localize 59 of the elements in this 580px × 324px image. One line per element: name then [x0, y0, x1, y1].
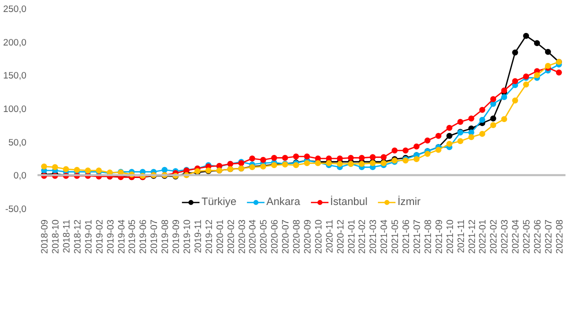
- x-tick-label: 2018-09: [40, 220, 50, 254]
- x-tick-label: 2021-11: [456, 219, 466, 254]
- x-tick-label: 2021-09: [434, 220, 444, 254]
- x-tick-label: 2020-05: [258, 220, 269, 254]
- x-tick-label: 2021-10: [444, 220, 455, 254]
- legend-label: Türkiye: [201, 196, 236, 208]
- x-tick-label: 2019-11: [192, 219, 203, 254]
- x-tick-label: 2019-12: [204, 220, 214, 254]
- legend-label: Ankara: [266, 196, 300, 208]
- x-tick-label: 2020-03: [236, 220, 247, 254]
- x-tick-label: 2021-07: [412, 220, 422, 254]
- x-tick-label: 2021-03: [368, 220, 378, 254]
- x-tick-label: 2019-05: [127, 220, 138, 254]
- y-tick-label: -50,0: [5, 204, 27, 214]
- x-tick-label: 2019-10: [182, 220, 192, 254]
- legend-label: İzmir: [397, 196, 421, 208]
- x-tick-label: 2019-03: [105, 220, 116, 254]
- x-tick-label: 2022-03: [500, 220, 510, 254]
- x-tick-label: 2019-02: [94, 220, 104, 254]
- x-tick-label: 2019-04: [116, 220, 126, 254]
- x-tick-label: 2022-04: [510, 220, 521, 254]
- x-tick-label: 2022-07: [543, 220, 554, 254]
- y-tick-label: 50,0: [8, 137, 26, 148]
- x-tick-label: 2022-02: [488, 220, 499, 254]
- x-tick-label: 2020-06: [270, 220, 280, 254]
- x-tick-label: 2018-11: [61, 219, 72, 254]
- x-tick-label: 2020-01: [214, 220, 225, 254]
- x-tick-label: 2018-12: [72, 220, 82, 254]
- legend-label: İstanbul: [330, 196, 368, 208]
- y-tick-label: 200,0: [3, 37, 26, 48]
- x-tick-label: 2019-07: [149, 220, 160, 254]
- x-tick-label: 2018-10: [50, 220, 61, 254]
- y-tick-label: 100,0: [3, 104, 26, 114]
- x-tick-label: 2021-08: [422, 220, 433, 254]
- x-tick-label: 2021-12: [466, 220, 477, 254]
- x-tick-label: 2020-08: [292, 220, 302, 254]
- x-tick-label: 2019-01: [83, 220, 94, 254]
- x-tick-label: 2021-02: [357, 220, 368, 254]
- x-tick-label: 2020-09: [302, 220, 312, 254]
- x-tick-label: 2020-07: [280, 220, 291, 254]
- x-tick-label: 2020-12: [335, 220, 346, 254]
- x-tick-label: 2021-04: [379, 220, 390, 254]
- x-tick-label: 2020-10: [313, 220, 324, 254]
- x-tick-label: 2022-01: [478, 220, 488, 254]
- x-tick-label: 2022-08: [554, 220, 564, 254]
- x-tick-label: 2021-05: [390, 220, 400, 254]
- x-tick-label: 2021-01: [346, 220, 356, 254]
- x-tick-label: 2019-06: [138, 220, 148, 254]
- x-tick-label: 2022-05: [522, 220, 532, 254]
- x-tick-label: 2022-06: [532, 220, 543, 254]
- x-tick-label: 2019-09: [171, 220, 182, 254]
- y-tick-label: 0,0: [14, 170, 26, 181]
- y-tick-label: 150,0: [3, 70, 26, 81]
- x-tick-label: 2020-02: [226, 220, 236, 254]
- x-tick-label: 2021-06: [401, 220, 412, 254]
- x-tick-label: 2020-11: [324, 219, 334, 254]
- x-tick-label: 2020-04: [248, 220, 258, 254]
- x-tick-label: 2019-08: [160, 220, 170, 254]
- y-tick-label: 250,0: [3, 4, 26, 14]
